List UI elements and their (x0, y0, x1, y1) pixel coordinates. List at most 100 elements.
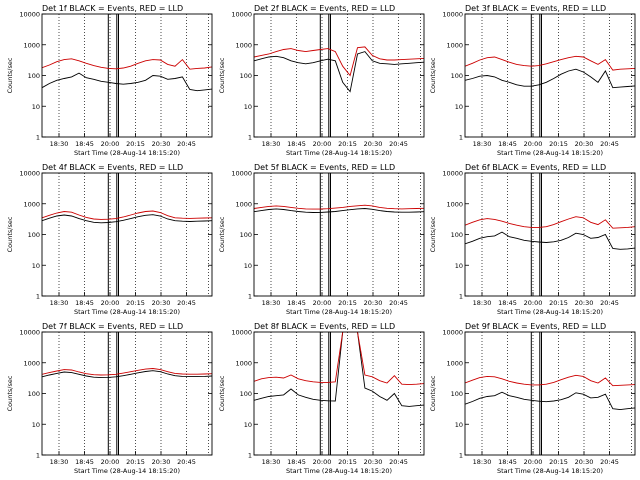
y-tick-label: 1 (248, 452, 252, 460)
series-line-red (42, 368, 212, 376)
series-line-black (465, 231, 635, 250)
x-axis-label: Start Time (28-Aug-14 18:15:20) (74, 149, 180, 157)
y-axis-label: Counts/sec (218, 375, 226, 411)
y-tick-label: 100 (451, 231, 463, 239)
x-tick-label: 20:00 (101, 140, 120, 148)
series-line-black (254, 332, 424, 407)
series-line-red (465, 216, 635, 229)
panel-9: Det 9f BLACK = Events, RED = LLD Counts/s… (429, 322, 636, 475)
x-tick-label: 20:15 (338, 140, 357, 148)
x-tick-label: 20:15 (126, 299, 145, 307)
x-axis-label: Start Time (28-Aug-14 18:15:20) (74, 308, 180, 316)
x-tick-label: 20:30 (575, 299, 594, 307)
y-tick-label: 10 (32, 262, 40, 270)
series-line-black (254, 208, 424, 213)
panel-title: Det 2f BLACK = Events, RED = LLD (254, 4, 395, 13)
y-tick-label: 100 (240, 72, 252, 80)
x-tick-label: 20:00 (524, 140, 543, 148)
y-tick-label: 10000 (442, 170, 463, 178)
y-tick-label: 1 (459, 134, 463, 142)
y-tick-label: 1 (36, 293, 40, 301)
y-tick-label: 1 (36, 134, 40, 142)
panel-title: Det 3f BLACK = Events, RED = LLD (465, 4, 606, 13)
panel-title: Det 5f BLACK = Events, RED = LLD (254, 163, 395, 172)
y-tick-label: 10000 (231, 170, 252, 178)
y-tick-label: 10 (455, 421, 463, 429)
panel-3: Det 3f BLACK = Events, RED = LLD Counts/s… (429, 4, 636, 157)
x-tick-label: 20:00 (313, 140, 332, 148)
y-axis-label: Counts/sec (6, 57, 14, 93)
y-axis-label: Counts/sec (218, 57, 226, 93)
x-tick-label: 20:45 (389, 458, 408, 466)
plot-frame (253, 13, 425, 138)
x-tick-label: 20:15 (126, 458, 145, 466)
plot-frame (41, 13, 213, 138)
x-tick-label: 20:30 (364, 140, 383, 148)
panel-1: Det 1f BLACK = Events, RED = LLD Counts/s… (6, 4, 213, 157)
x-tick-label: 18:45 (75, 140, 94, 148)
y-axis-label: Counts/sec (6, 375, 14, 411)
series-line-black (42, 370, 212, 379)
x-tick-label: 18:30 (50, 458, 69, 466)
panel-6: Det 6f BLACK = Events, RED = LLD Counts/s… (429, 163, 636, 316)
y-tick-label: 1000 (235, 41, 252, 49)
x-tick-label: 20:15 (549, 299, 568, 307)
y-tick-label: 1000 (235, 359, 252, 367)
x-tick-label: 20:00 (524, 299, 543, 307)
x-tick-label: 20:30 (575, 458, 594, 466)
y-tick-label: 10000 (442, 11, 463, 19)
y-tick-label: 10000 (231, 329, 252, 337)
panel-4: Det 4f BLACK = Events, RED = LLD Counts/s… (6, 163, 213, 316)
x-tick-label: 18:45 (498, 299, 517, 307)
x-tick-label: 18:45 (287, 458, 306, 466)
y-tick-label: 10 (32, 103, 40, 111)
x-tick-label: 20:45 (600, 458, 619, 466)
x-tick-label: 20:00 (101, 299, 120, 307)
series-line-black (254, 51, 424, 93)
x-axis-label: Start Time (28-Aug-14 18:15:20) (286, 467, 392, 475)
x-tick-label: 20:00 (524, 458, 543, 466)
y-tick-label: 100 (28, 390, 40, 398)
y-tick-label: 10000 (19, 170, 40, 178)
y-tick-label: 1000 (446, 200, 463, 208)
plot-frame (253, 172, 425, 297)
y-axis-label: Counts/sec (429, 216, 437, 252)
y-tick-label: 1000 (446, 41, 463, 49)
series-line-black (42, 72, 212, 92)
panel-7: Det 7f BLACK = Events, RED = LLD Counts/s… (6, 322, 213, 475)
y-tick-label: 1 (248, 134, 252, 142)
y-tick-label: 10 (455, 103, 463, 111)
plot-frame (41, 331, 213, 456)
y-tick-label: 1 (459, 452, 463, 460)
x-axis-label: Start Time (28-Aug-14 18:15:20) (497, 467, 603, 475)
x-tick-label: 20:30 (152, 140, 171, 148)
x-tick-label: 18:45 (75, 299, 94, 307)
panel-title: Det 6f BLACK = Events, RED = LLD (465, 163, 606, 172)
series-line-red (465, 374, 635, 387)
x-tick-label: 20:45 (177, 458, 196, 466)
y-tick-label: 1 (248, 293, 252, 301)
panel-title: Det 4f BLACK = Events, RED = LLD (42, 163, 183, 172)
panel-title: Det 9f BLACK = Events, RED = LLD (465, 322, 606, 331)
x-tick-label: 20:15 (549, 458, 568, 466)
x-tick-label: 20:30 (152, 458, 171, 466)
y-axis-label: Counts/sec (429, 57, 437, 93)
panel-2: Det 2f BLACK = Events, RED = LLD Counts/s… (218, 4, 425, 157)
y-tick-label: 10 (32, 421, 40, 429)
panel-5: Det 5f BLACK = Events, RED = LLD Counts/s… (218, 163, 425, 316)
x-tick-label: 20:00 (101, 458, 120, 466)
x-tick-label: 20:00 (313, 299, 332, 307)
x-tick-label: 18:30 (262, 299, 281, 307)
panel-title: Det 7f BLACK = Events, RED = LLD (42, 322, 183, 331)
plot-frame (41, 172, 213, 297)
x-tick-label: 20:15 (549, 140, 568, 148)
y-tick-label: 1000 (23, 359, 40, 367)
x-tick-label: 20:30 (152, 299, 171, 307)
y-tick-label: 100 (451, 72, 463, 80)
y-tick-label: 1000 (23, 200, 40, 208)
x-axis-label: Start Time (28-Aug-14 18:15:20) (74, 467, 180, 475)
x-tick-label: 20:45 (177, 299, 196, 307)
x-tick-label: 20:45 (389, 140, 408, 148)
x-tick-label: 18:30 (473, 458, 492, 466)
x-tick-label: 18:30 (473, 299, 492, 307)
